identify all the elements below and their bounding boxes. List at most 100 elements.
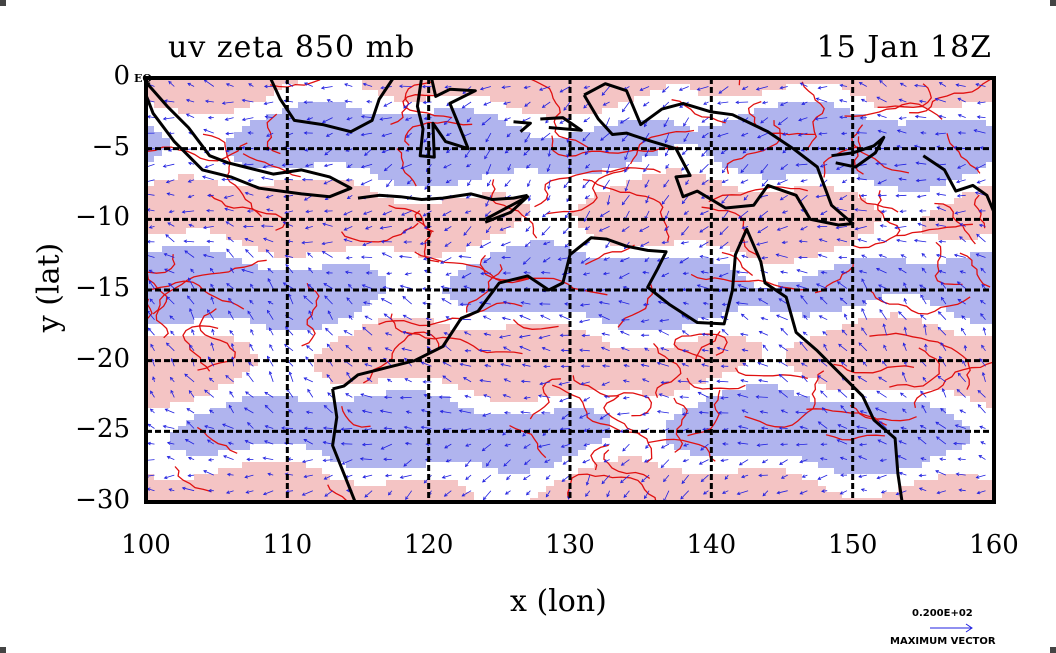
vorticity-negative-cell [778,174,786,180]
vorticity-positive-cell [562,480,570,486]
vorticity-negative-cell [714,144,722,150]
vorticity-positive-cell [178,222,186,228]
vorticity-negative-cell [354,108,362,114]
vorticity-negative-cell [786,390,794,396]
vorticity-negative-cell [250,414,258,420]
vorticity-negative-cell [530,258,538,264]
vorticity-positive-cell [362,84,370,90]
vorticity-negative-cell [474,420,482,426]
vorticity-positive-cell [930,360,938,366]
vorticity-positive-cell [314,486,322,492]
vorticity-positive-cell [890,366,898,372]
vorticity-negative-cell [378,162,386,168]
vorticity-positive-cell [378,204,386,210]
vorticity-positive-cell [666,366,674,372]
vorticity-negative-cell [538,414,546,420]
vorticity-negative-cell [186,270,194,276]
vorticity-negative-cell [154,282,162,288]
vorticity-negative-cell [378,396,386,402]
vorticity-positive-cell [178,354,186,360]
vorticity-negative-cell [898,456,906,462]
vorticity-positive-cell [786,228,794,234]
vorticity-positive-cell [642,366,650,372]
vorticity-positive-cell [338,354,346,360]
vorticity-positive-cell [194,210,202,216]
vorticity-positive-cell [610,90,618,96]
vorticity-positive-cell [194,198,202,204]
vorticity-negative-cell [882,402,890,408]
vorticity-negative-cell [546,240,554,246]
vorticity-negative-cell [930,168,938,174]
vorticity-negative-cell [930,282,938,288]
vorticity-negative-cell [266,432,274,438]
vorticity-negative-cell [154,252,162,258]
vorticity-positive-cell [754,474,762,480]
vorticity-negative-cell [826,150,834,156]
vorticity-negative-cell [234,402,242,408]
vorticity-positive-cell [458,492,466,498]
vorticity-negative-cell [938,120,946,126]
vorticity-positive-cell [634,492,642,498]
vorticity-positive-cell [354,492,362,498]
vorticity-positive-cell [202,384,210,390]
vorticity-positive-cell [666,384,674,390]
vorticity-positive-cell [658,474,666,480]
vorticity-positive-cell [226,102,234,108]
vorticity-negative-cell [698,450,706,456]
vorticity-positive-cell [258,228,266,234]
vorticity-positive-cell [202,108,210,114]
vorticity-positive-cell [466,222,474,228]
vorticity-positive-cell [786,204,794,210]
vorticity-positive-cell [578,378,586,384]
vorticity-positive-cell [802,366,810,372]
vorticity-negative-cell [402,420,410,426]
vorticity-negative-cell [890,156,898,162]
vorticity-negative-cell [466,294,474,300]
vorticity-negative-cell [858,444,866,450]
vorticity-positive-cell [322,222,330,228]
vorticity-negative-cell [882,462,890,468]
vorticity-negative-cell [594,126,602,132]
vorticity-negative-cell [290,408,298,414]
vorticity-positive-cell [178,192,186,198]
vorticity-positive-cell [202,84,210,90]
vorticity-positive-cell [546,96,554,102]
vorticity-positive-cell [394,222,402,228]
vorticity-negative-cell [898,444,906,450]
vorticity-negative-cell [778,168,786,174]
vorticity-positive-cell [858,336,866,342]
vorticity-negative-cell [474,126,482,132]
vorticity-negative-cell [914,444,922,450]
vorticity-positive-cell [842,78,850,84]
vorticity-positive-cell [762,468,770,474]
vorticity-negative-cell [386,450,394,456]
vorticity-positive-cell [178,366,186,372]
vorticity-positive-cell [826,336,834,342]
vorticity-positive-cell [386,240,394,246]
vorticity-positive-cell [786,222,794,228]
vorticity-negative-cell [770,432,778,438]
vorticity-negative-cell [874,462,882,468]
vorticity-positive-cell [170,384,178,390]
vorticity-positive-cell [842,342,850,348]
vorticity-negative-cell [778,396,786,402]
vorticity-negative-cell [570,414,578,420]
vorticity-positive-cell [242,192,250,198]
vorticity-negative-cell [498,438,506,444]
vorticity-positive-cell [618,198,626,204]
vorticity-negative-cell [874,450,882,456]
vorticity-negative-cell [362,432,370,438]
vorticity-negative-cell [450,180,458,186]
vorticity-positive-cell [242,228,250,234]
vorticity-negative-cell [874,294,882,300]
vorticity-positive-cell [162,360,170,366]
vorticity-negative-cell [506,438,514,444]
vorticity-positive-cell [810,252,818,258]
vorticity-negative-cell [682,258,690,264]
vorticity-negative-cell [370,438,378,444]
vorticity-negative-cell [610,276,618,282]
vorticity-negative-cell [810,144,818,150]
vorticity-negative-cell [146,126,154,132]
vorticity-negative-cell [866,444,874,450]
vorticity-negative-cell [626,144,634,150]
